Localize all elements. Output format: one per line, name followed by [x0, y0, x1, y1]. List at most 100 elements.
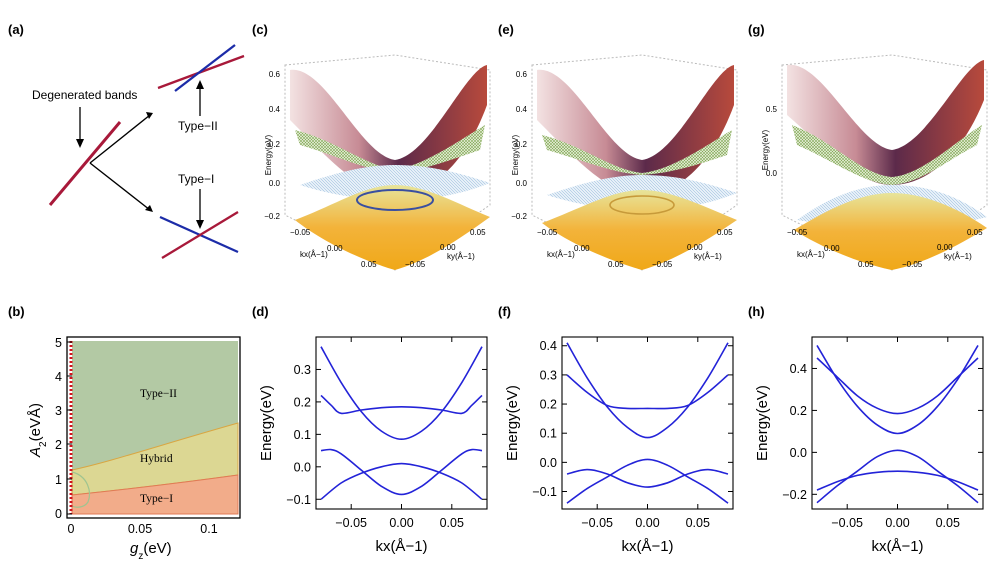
hybrid-region-label: Hybrid	[140, 453, 173, 465]
arrow-to-type2	[89, 114, 151, 164]
ytick-label: 0.05	[470, 228, 486, 237]
ytick-label: 0.00	[687, 243, 703, 252]
ytick-label: 0.00	[440, 243, 456, 252]
band-curve-band3	[816, 470, 979, 491]
band-curve-band1	[566, 342, 729, 439]
panel-label-g: (g)	[748, 22, 765, 37]
xtick-label: 0.00	[885, 516, 909, 530]
yaxis-title: Energy(eV)	[754, 385, 771, 461]
ytick-label: 0.3	[294, 363, 311, 377]
xtick-label: 0.00	[574, 244, 590, 253]
ztick-label: 0.2	[269, 140, 281, 149]
mesh-band-surface	[295, 125, 485, 173]
ytick-label: 0.3	[540, 368, 557, 382]
xtick-label: 0.00	[327, 244, 343, 253]
ytick-label: 0.0	[540, 456, 557, 470]
ytick-label: 0.0	[294, 460, 311, 474]
panel-label-f: (f)	[498, 304, 511, 319]
ytick-label: 4	[55, 370, 62, 384]
band-curve-band4	[320, 462, 483, 500]
xaxis-title: kx(Å−1)	[871, 538, 923, 555]
plot-frame	[561, 336, 734, 510]
xtick-label: 0.05	[858, 260, 874, 269]
arrowhead-to-type2	[146, 112, 153, 119]
xtick-label: 0.05	[936, 516, 960, 530]
xtick-label: 0.05	[361, 260, 377, 269]
xtick-label: −0.05	[290, 228, 311, 237]
xtick-label: −0.05	[537, 228, 558, 237]
plot-frame	[811, 336, 984, 510]
ztick-label: −0.2	[264, 212, 280, 221]
panel-b-yticks: 0 1 2 3 4 5	[55, 336, 72, 521]
degenerated-bands-label: Degenerated bands	[32, 88, 137, 102]
nodal-ring	[609, 195, 675, 215]
ytick-label: 0.00	[937, 243, 953, 252]
lower-band-surface	[295, 185, 490, 270]
ylabel-unit: (eVÅ)	[27, 403, 44, 441]
arrowhead-to-type1	[145, 205, 153, 212]
ylabel-subscript: 2	[38, 441, 49, 447]
type1-label: Type−I	[178, 172, 214, 186]
xtick-label: 0.00	[389, 516, 413, 530]
xaxis-label: kx(Å−1)	[300, 250, 328, 259]
box-frame	[781, 54, 988, 271]
xlabel-subscript: z	[138, 551, 143, 561]
box-frame	[531, 54, 738, 271]
ytick-label: 0.2	[294, 395, 311, 409]
panel-label-a: (a)	[8, 22, 24, 37]
xtick-label: −0.05	[581, 516, 613, 530]
hybrid-lobe-boundary	[71, 471, 91, 508]
panel-label-h: (h)	[748, 304, 765, 319]
ztick-label: 0.4	[269, 105, 281, 114]
xtick-label: 0.1	[200, 522, 217, 536]
arrow-to-type1	[89, 162, 151, 211]
ztick-label: −0.2	[511, 212, 527, 221]
lower-band-surface	[542, 190, 737, 270]
xtick-label: 0.05	[686, 516, 710, 530]
ytick-label: 2	[55, 438, 62, 452]
zaxis-label: Energy(eV)	[761, 129, 770, 170]
yaxis-label: ky(Å−1)	[694, 252, 722, 261]
ztick-label: 0.0	[516, 179, 528, 188]
type2-blue-band	[174, 44, 236, 92]
ytick-label: 0.05	[967, 228, 983, 237]
ytick-label: −0.1	[286, 493, 311, 507]
xtick-label: 0.05	[608, 260, 624, 269]
arrowhead-degenerated	[76, 139, 84, 148]
box-frame	[284, 54, 491, 271]
panel-h-band-plot: −0.2 0.0 0.2 0.4 −0.05 0.00 0.05 kx(Å−1) Energy(…	[754, 336, 984, 555]
arrowhead-type2	[196, 80, 204, 89]
panel-c-3d-plot: 0.6 0.4 0.2 0.0 −0.2 Energy(eV) −0.05 0.…	[264, 54, 491, 271]
panel-label-b: (b)	[8, 304, 25, 319]
panel-label-e: (e)	[498, 22, 514, 37]
panel-a-diagram: Degenerated bands Type−II Type−I	[32, 44, 245, 259]
ytick-label: 3	[55, 404, 62, 418]
mesh-band-surface	[792, 125, 982, 185]
xaxis-title: kx(Å−1)	[621, 538, 673, 555]
degenerate-band-line	[48, 121, 122, 206]
ytick-label: −0.05	[652, 260, 673, 269]
band-curve-band4	[816, 449, 979, 504]
ytick-label: 0.4	[790, 362, 807, 376]
xaxis-title: kx(Å−1)	[375, 538, 427, 555]
panel-f-band-plot: −0.1 0.0 0.1 0.2 0.3 0.4 −0.05 0.00 0.05 kx(Å−1) E…	[504, 336, 734, 555]
xaxis-label: kx(Å−1)	[547, 250, 575, 259]
ztick-label: 0.0	[766, 169, 778, 178]
type1-region-label: Type−I	[140, 493, 173, 505]
ytick-label: −0.1	[532, 485, 557, 499]
ytick-label: 0.2	[540, 398, 557, 412]
ytick-label: −0.05	[902, 260, 923, 269]
ztick-label: 0.0	[269, 179, 281, 188]
band-curve-band1	[816, 344, 979, 435]
xtick-label: 0	[68, 522, 75, 536]
xlabel-unit: (eV)	[143, 540, 171, 557]
panel-d-band-plot: −0.1 0.0 0.1 0.2 0.3 −0.05 0.00 0.05 kx(Å−1) Ener…	[258, 336, 488, 555]
panel-b-xlabel: gz(eV)	[130, 540, 172, 561]
type2-label: Type−II	[178, 119, 218, 133]
panel-e-3d-plot: 0.6 0.4 0.2 0.0 −0.2 Energy(eV) −0.05 0.…	[511, 54, 738, 271]
ytick-label: 0.05	[717, 228, 733, 237]
band-curve-band2	[566, 374, 729, 410]
type2-region-label: Type−II	[140, 388, 177, 400]
ytick-label: 1	[55, 473, 62, 487]
